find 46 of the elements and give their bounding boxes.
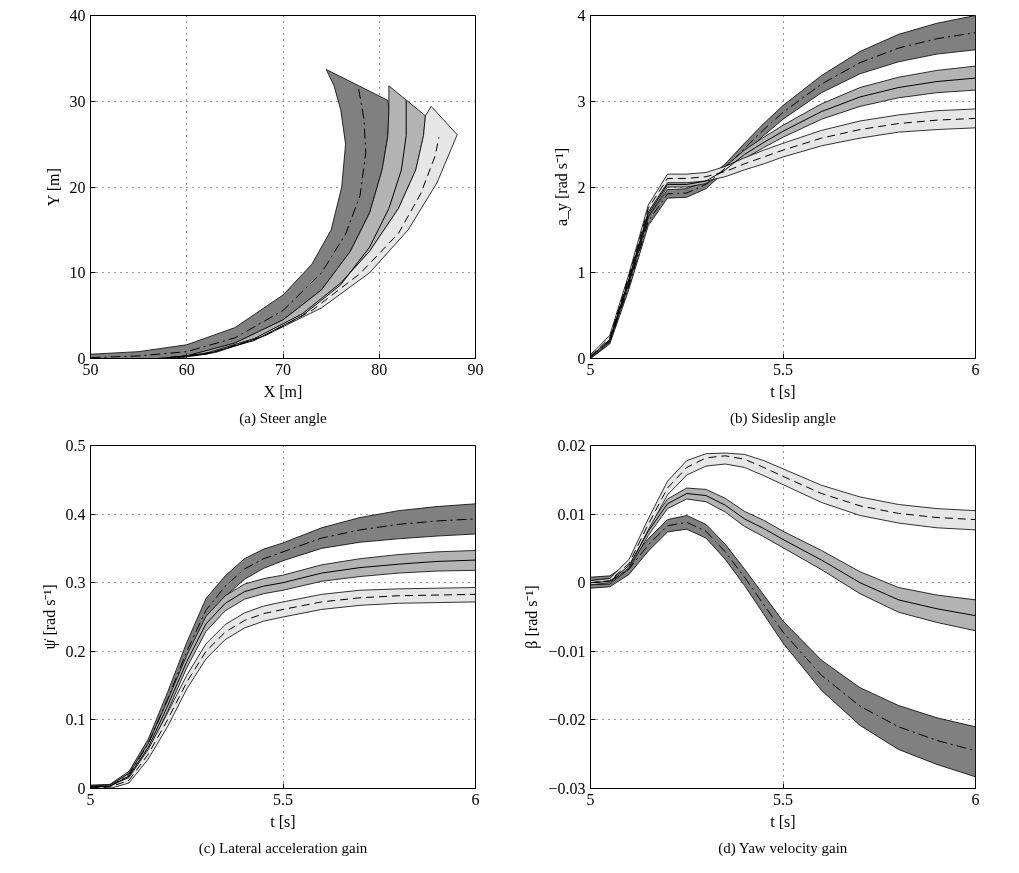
y-tick-label: 3 [577, 92, 586, 110]
x-tick-label: 5.5 [773, 790, 793, 808]
y-tick-label: −0.02 [548, 711, 586, 729]
x-tick-label: 6 [971, 790, 980, 808]
text: (a) Steer angle [239, 409, 328, 427]
y-axis-title: ψ̇ [rad s⁻¹] [40, 584, 59, 650]
text: (b) Sideslip angle [730, 409, 837, 427]
y-tick-label: −0.03 [548, 780, 586, 797]
x-tick-label: 70 [275, 360, 291, 378]
x-tick-label: 6 [471, 790, 480, 808]
y-tick-label: 0.5 [65, 437, 86, 454]
x-tick-label: 5.5 [773, 360, 793, 378]
x-tick-label: 90 [467, 360, 484, 378]
x-tick-label: 5 [586, 360, 595, 378]
x-axis-title: t [s] [770, 812, 796, 830]
y-axis-title: Y [m] [44, 168, 62, 207]
y-tick-label: 0.2 [65, 642, 86, 660]
x-tick-label: 5 [86, 790, 95, 808]
y-tick-label: 40 [69, 7, 86, 24]
y-tick-label: 4 [577, 7, 586, 24]
y-tick-label: 1 [577, 264, 586, 282]
y-tick-label: −0.01 [548, 642, 586, 660]
y-tick-label: 20 [69, 178, 86, 196]
x-tick-label: 5.5 [273, 790, 293, 808]
y-tick-label: 0 [577, 574, 586, 592]
x-axis-title: t [s] [270, 812, 296, 830]
x-tick-label: 6 [971, 360, 980, 378]
x-tick-label: 5 [586, 790, 595, 808]
y-tick-label: 10 [69, 264, 86, 282]
y-axis-title: a_y [rad s⁻¹] [552, 147, 571, 227]
text: (d) Yaw velocity gain [718, 839, 848, 857]
y-tick-label: 0 [577, 350, 586, 367]
y-tick-label: 0.3 [65, 574, 86, 592]
x-axis-title: t [s] [770, 382, 796, 400]
y-tick-label: 0.4 [65, 505, 86, 523]
x-tick-label: 80 [371, 360, 388, 378]
y-tick-label: 0.01 [557, 505, 586, 523]
y-axis-title: β [rad s⁻¹] [523, 585, 542, 649]
y-tick-label: 30 [69, 92, 86, 110]
y-tick-label: 2 [577, 178, 586, 196]
x-axis-title: X [m] [263, 382, 303, 400]
text: (c) Lateral acceleration gain [198, 839, 368, 857]
y-tick-label: 0.1 [65, 711, 86, 729]
y-tick-label: 0 [77, 780, 86, 797]
y-tick-label: 0.02 [557, 437, 586, 454]
x-tick-label: 60 [178, 360, 195, 378]
